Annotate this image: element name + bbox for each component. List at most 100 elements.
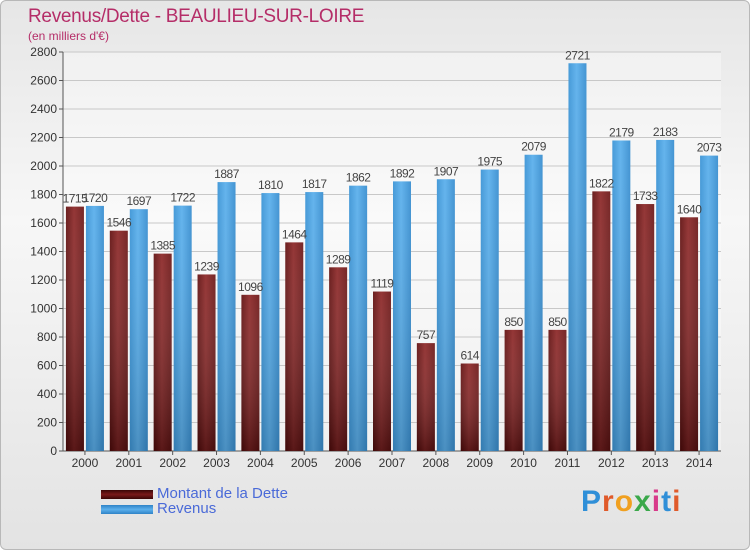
bar-debt-shade xyxy=(153,253,172,451)
bar-revenue-shade xyxy=(612,140,631,451)
bar-debt-shade xyxy=(373,291,391,451)
data-label-revenue: 1975 xyxy=(477,155,503,169)
y-tick-label: 2600 xyxy=(30,74,57,88)
data-label-revenue: 1697 xyxy=(126,194,152,208)
data-label-debt: 1822 xyxy=(589,176,615,190)
x-tick-label: 2013 xyxy=(642,456,669,470)
data-label-revenue: 2179 xyxy=(609,125,635,139)
chart-title: Revenus/Dette - BEAULIEU-SUR-LOIRE xyxy=(28,6,365,27)
logo-letter: o xyxy=(614,485,635,518)
bar-revenue-shade xyxy=(85,205,104,451)
bar-revenue-shade xyxy=(436,179,455,451)
x-axis: 2000 2001 2002 2003 2004 2005 2006 2007 2008 2009… xyxy=(72,451,713,470)
data-label-revenue: 1810 xyxy=(258,178,284,192)
data-label-revenue: 1720 xyxy=(83,191,109,205)
legend-label-revenue: Revenus xyxy=(157,500,217,517)
legend-swatch-debt xyxy=(101,490,153,499)
x-tick-label: 2008 xyxy=(423,456,450,470)
x-tick-label: 2003 xyxy=(203,456,230,470)
data-label-debt: 1119 xyxy=(371,277,395,291)
x-tick-label: 2005 xyxy=(291,456,318,470)
bar-revenue-shade xyxy=(700,155,719,451)
data-label-debt: 850 xyxy=(548,315,567,329)
x-tick-label: 2000 xyxy=(72,456,99,470)
bar-debt-shade xyxy=(285,242,304,451)
y-tick-label: 1000 xyxy=(30,302,57,316)
bar-revenue-shade xyxy=(129,209,148,451)
x-tick-label: 2010 xyxy=(510,456,537,470)
bar-debt-shade xyxy=(416,343,435,451)
x-tick-label: 2002 xyxy=(159,456,186,470)
x-tick-label: 2006 xyxy=(335,456,362,470)
logo-letter: t xyxy=(661,485,673,518)
data-label-debt: 1715 xyxy=(63,192,89,206)
y-tick-label: 1400 xyxy=(30,245,57,259)
x-tick-label: 2011 xyxy=(555,456,581,470)
legend-label-debt: Montant de la Dette xyxy=(157,485,288,502)
bar-revenue-shade xyxy=(480,169,499,451)
data-label-debt: 757 xyxy=(417,328,436,342)
y-tick-label: 800 xyxy=(37,330,57,344)
logo-letter: i xyxy=(651,485,662,518)
bar-revenue-shade xyxy=(656,139,675,452)
y-tick-label: 2000 xyxy=(30,159,57,173)
logo-letter: x xyxy=(634,485,652,518)
bar-debt-shade xyxy=(504,329,523,451)
chart-subtitle: (en milliers d'€) xyxy=(28,29,109,43)
data-label-debt: 614 xyxy=(460,349,479,363)
y-tick-label: 2800 xyxy=(30,45,57,59)
y-tick-label: 2200 xyxy=(30,131,57,145)
y-tick-label: 600 xyxy=(37,359,57,373)
bar-debt-shade xyxy=(241,294,260,451)
logo-letter: P xyxy=(581,485,603,518)
data-label-debt: 1464 xyxy=(282,227,308,241)
bar-revenue-shade xyxy=(261,193,280,451)
y-tick-label: 1600 xyxy=(30,216,57,230)
bar-revenue-shade xyxy=(524,154,543,451)
data-label-debt: 1733 xyxy=(633,189,659,203)
x-tick-label: 2014 xyxy=(686,456,713,470)
data-label-revenue: 2183 xyxy=(653,125,679,139)
x-tick-label: 2001 xyxy=(115,456,142,470)
x-tick-label: 2007 xyxy=(379,456,406,470)
bar-revenue-shade xyxy=(568,63,587,451)
bar-revenue-shade xyxy=(305,192,324,451)
data-label-revenue: 1722 xyxy=(170,191,196,205)
bar-debt-shade xyxy=(680,217,699,451)
bar-revenue-shade xyxy=(217,182,236,452)
bar-debt-shade xyxy=(548,329,567,451)
data-label-revenue: 2079 xyxy=(521,140,547,154)
x-tick-label: 2004 xyxy=(247,456,274,470)
bar-debt-shade xyxy=(65,206,84,451)
data-label-revenue: 1907 xyxy=(434,164,460,178)
data-label-debt: 1385 xyxy=(150,239,176,253)
bar-debt-shade xyxy=(329,267,348,451)
x-tick-label: 2009 xyxy=(466,456,493,470)
y-tick-label: 2400 xyxy=(30,102,57,116)
bar-debt-shade xyxy=(592,191,611,452)
bar-revenue-shade xyxy=(349,185,368,452)
x-tick-label: 2012 xyxy=(598,456,625,470)
legend-swatch-revenue xyxy=(101,505,153,514)
data-label-revenue: 1887 xyxy=(214,167,240,181)
y-tick-label: 200 xyxy=(37,416,57,430)
data-label-debt: 1096 xyxy=(238,280,264,294)
logo-letter: r xyxy=(602,485,615,518)
data-label-debt: 1640 xyxy=(677,202,703,216)
data-label-revenue: 2721 xyxy=(565,48,591,62)
y-tick-label: 1200 xyxy=(30,273,57,287)
proxiti-logo: Proxiti xyxy=(581,485,681,519)
grid xyxy=(63,51,721,452)
data-label-revenue: 1817 xyxy=(302,177,328,191)
y-tick-label: 0 xyxy=(50,444,57,458)
data-label-revenue: 2073 xyxy=(697,141,723,155)
bar-debt-shade xyxy=(636,204,655,451)
bar-revenue-shade xyxy=(173,205,192,451)
y-tick-label: 1800 xyxy=(30,188,57,202)
data-label-debt: 1239 xyxy=(194,259,220,273)
data-label-debt: 1546 xyxy=(106,216,132,230)
data-label-revenue: 1862 xyxy=(346,171,372,185)
